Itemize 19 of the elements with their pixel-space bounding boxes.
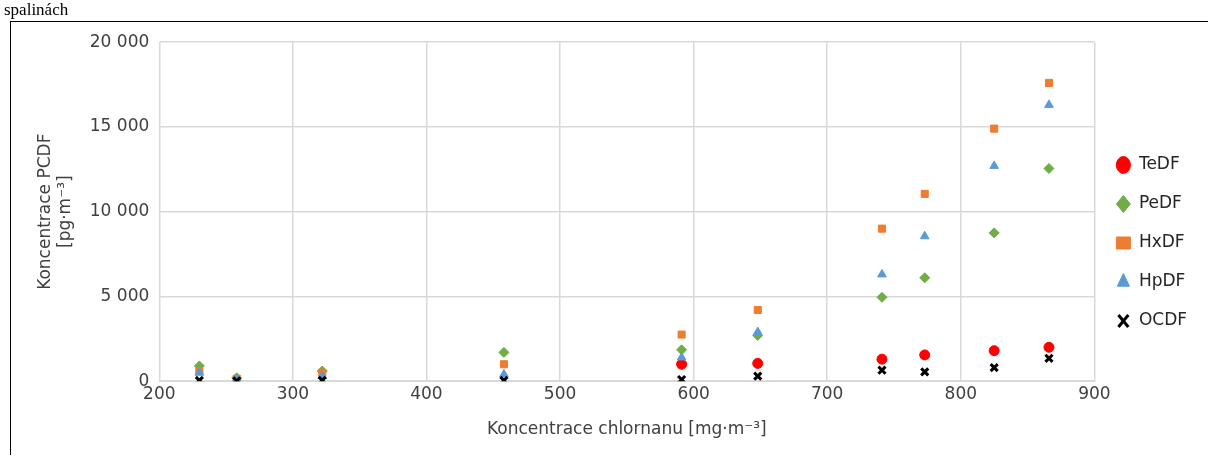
- legend-label: HxDF: [1138, 231, 1185, 252]
- x-tick-label: 300: [276, 382, 310, 403]
- x-tick-label: 900: [1078, 382, 1111, 403]
- y-tick-label: 5 000: [100, 284, 150, 305]
- x-tick-label: 600: [677, 382, 710, 403]
- legend-label: OCDF: [1138, 309, 1188, 330]
- y-axis-title: Koncentrace PCDF [pg·m⁻³]: [33, 133, 75, 290]
- x-tick-label: 700: [810, 382, 844, 403]
- x-tick-label: 400: [410, 382, 443, 403]
- text: spalinách: [4, 0, 69, 20]
- y-tick-label: 10 000: [89, 200, 150, 221]
- legend-label: TeDF: [1137, 153, 1180, 174]
- legend-label: PeDF: [1138, 192, 1182, 213]
- x-axis-title: Koncentrace chlornanu [mg·m⁻³]: [486, 418, 767, 439]
- x-tick-label: 500: [543, 382, 577, 403]
- legend-label: HpDF: [1138, 270, 1186, 291]
- x-tick-label: 800: [944, 382, 978, 403]
- y-tick-label: 20 000: [89, 30, 150, 51]
- y-tick-label: 15 000: [89, 115, 150, 136]
